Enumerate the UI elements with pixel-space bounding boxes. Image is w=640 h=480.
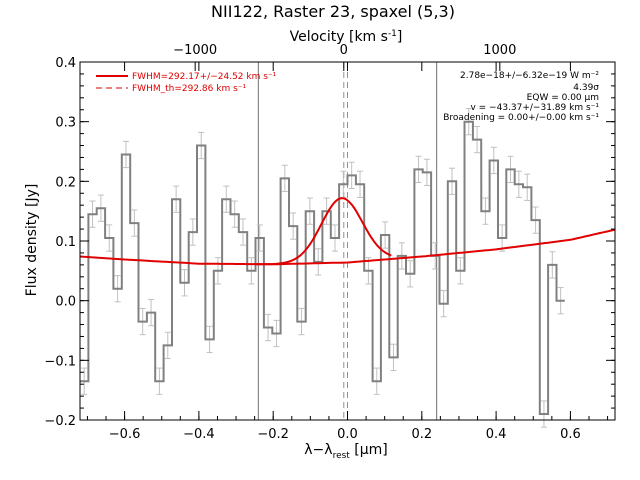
annotation-eqw: EQW = 0.00 μm xyxy=(527,93,599,103)
reference-lines xyxy=(257,62,438,420)
y-tick-label: 0.0 xyxy=(55,295,76,310)
y-tick-label: 0.1 xyxy=(55,235,76,250)
annotation-velocity: v = −43.37+/−31.89 km s⁻¹ xyxy=(470,103,599,113)
annotation-flux: 2.78e−18+/−6.32e−19 W m⁻² xyxy=(460,71,599,81)
legend-label-fwhm-th: FWHM_th=292.86 km s⁻¹ xyxy=(132,84,247,94)
fit-curves xyxy=(79,197,616,266)
top-axis-label: Velocity [km s-1] xyxy=(290,29,403,45)
chart-title: NII122, Raster 23, spaxel (5,3) xyxy=(211,2,455,21)
x-tick-label: 0.4 xyxy=(486,427,507,442)
x-tick-label: −0.2 xyxy=(257,427,289,442)
x-tick-label: 0.6 xyxy=(560,427,581,442)
x-tick-label: −0.4 xyxy=(183,427,215,442)
y-tick-label: 0.2 xyxy=(55,175,76,190)
axes: −0.6 −0.4 −0.2 0.0 0.2 0.4 0.6 −1000 0 1000 −0.2 −0… xyxy=(44,43,616,442)
x-tick-label: 0.2 xyxy=(411,427,432,442)
y-tick-label: 0.4 xyxy=(55,56,76,71)
legend-label-fwhm: FWHM=292.17+/−24.52 km s⁻¹ xyxy=(132,72,277,82)
top-tick-label: 1000 xyxy=(483,43,516,58)
y-tick-label: −0.1 xyxy=(44,354,76,369)
x-tick-label: −0.6 xyxy=(109,427,141,442)
spectrum-step-line xyxy=(80,120,565,415)
top-tick-label: 0 xyxy=(340,43,348,58)
error-bars xyxy=(81,108,564,428)
y-axis-label: Flux density [Jy] xyxy=(24,184,40,297)
x-axis-label: λ−λrest [μm] xyxy=(304,442,388,461)
legend: FWHM=292.17+/−24.52 km s⁻¹ FWHM_th=292.8… xyxy=(96,72,277,94)
x-tick-label: 0.0 xyxy=(337,427,358,442)
annotation-significance: 4.39σ xyxy=(573,83,599,93)
top-tick-label: −1000 xyxy=(173,43,217,58)
fit-annotations: 2.78e−18+/−6.32e−19 W m⁻² 4.39σ EQW = 0.… xyxy=(443,71,599,123)
annotation-broadening: Broadening = 0.00+/−0.00 km s⁻¹ xyxy=(443,113,599,123)
y-tick-label: −0.2 xyxy=(44,414,76,429)
y-tick-label: 0.3 xyxy=(55,116,76,131)
spectrum-series xyxy=(80,120,565,415)
gaussian-fit-curve xyxy=(254,197,392,266)
